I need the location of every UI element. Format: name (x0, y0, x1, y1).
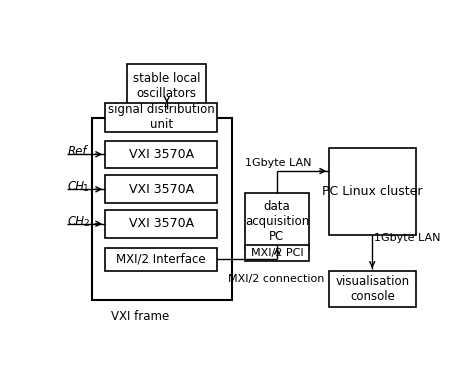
Bar (329, 148, 416, 235)
Text: MXI/2 PCI: MXI/2 PCI (251, 248, 303, 258)
Text: signal distribution
unit: signal distribution unit (108, 103, 215, 132)
Bar (245, 245, 309, 261)
Text: VXI 3570A: VXI 3570A (128, 148, 194, 161)
Text: VXI 3570A: VXI 3570A (128, 183, 194, 196)
Text: visualisation
console: visualisation console (335, 275, 410, 303)
Text: 1: 1 (83, 184, 89, 193)
Text: VXI frame: VXI frame (111, 310, 169, 323)
Bar (127, 64, 206, 109)
Bar (245, 193, 309, 249)
Text: 1Gbyte LAN: 1Gbyte LAN (374, 233, 440, 243)
Bar (329, 271, 416, 307)
Bar (105, 103, 217, 132)
Text: VXI 3570A: VXI 3570A (128, 217, 194, 230)
Text: data
acquisition
PC: data acquisition PC (245, 200, 309, 243)
Text: Ref: Ref (67, 145, 87, 158)
Bar (105, 248, 217, 271)
Text: CH: CH (67, 215, 84, 227)
Text: 1Gbyte LAN: 1Gbyte LAN (245, 158, 311, 168)
Bar (105, 175, 217, 203)
Bar (92, 117, 232, 300)
Text: stable local
oscillators: stable local oscillators (133, 72, 201, 100)
Text: CH: CH (67, 180, 84, 193)
Bar (105, 210, 217, 238)
Text: PC Linux cluster: PC Linux cluster (322, 185, 423, 198)
Text: 2: 2 (83, 219, 89, 228)
Text: MXI/2 Interface: MXI/2 Interface (117, 253, 206, 266)
Text: MXI/2 connection: MXI/2 connection (228, 274, 325, 284)
Bar (105, 141, 217, 168)
